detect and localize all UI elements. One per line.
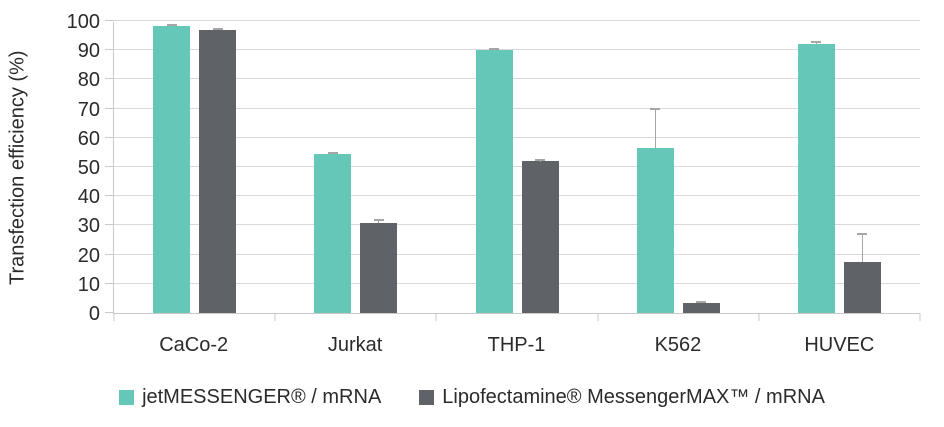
- x-tick-mark: [597, 313, 599, 321]
- error-bar: [166, 23, 177, 26]
- y-tick-label: 80: [77, 69, 100, 92]
- gridline: [114, 195, 920, 197]
- x-tick-mark: [274, 313, 276, 321]
- legend: jetMESSENGER® / mRNA Lipofectamine® Mess…: [0, 386, 944, 409]
- y-tick-label: 60: [77, 127, 100, 150]
- legend-swatch-lipofectamine: [419, 390, 435, 405]
- y-tick-mark: [105, 166, 114, 167]
- error-bar: [212, 28, 223, 31]
- legend-label-jetmessenger: jetMESSENGER® / mRNA: [142, 386, 382, 408]
- bar: [636, 108, 674, 313]
- gridline: [114, 20, 920, 21]
- gridline: [114, 282, 920, 284]
- y-tick-label: 0: [88, 303, 100, 325]
- error-bar: [535, 158, 545, 162]
- y-tick-mark: [105, 78, 114, 80]
- error-bar: [489, 47, 499, 50]
- bar-group-k562: [598, 22, 759, 313]
- bar: [153, 23, 191, 313]
- y-tick-label: 40: [77, 186, 100, 209]
- error-bar: [373, 218, 384, 224]
- bar-group-caco-2: [114, 22, 275, 313]
- y-axis-tick-marks: [105, 20, 920, 313]
- bar: [797, 41, 835, 313]
- x-tick-mark: [435, 313, 437, 321]
- legend-label-lipofectamine: Lipofectamine® MessengerMAX™ / mRNA: [442, 386, 825, 408]
- y-tick-label: 10: [77, 273, 100, 296]
- x-category-label: HUVEC: [804, 334, 875, 356]
- error-bar: [811, 41, 822, 45]
- legend-item-jetmessenger: jetMESSENGER® / mRNA: [119, 386, 381, 409]
- gridline: [114, 107, 920, 109]
- bar-groups: [114, 22, 920, 313]
- error-bar: [650, 108, 661, 148]
- y-tick-mark: [105, 49, 114, 51]
- bar: [521, 158, 559, 313]
- error-bar: [696, 300, 707, 303]
- y-tick-mark: [105, 224, 114, 226]
- x-tick-mark: [919, 313, 921, 321]
- y-tick-label: 50: [77, 157, 100, 179]
- bar-group-jurkat: [275, 22, 436, 313]
- error-bar: [327, 152, 338, 155]
- bar: [682, 300, 720, 313]
- gridline: [114, 253, 920, 255]
- y-axis-tick-labels: 0 10 20 30 40 50 60 70 80 90 100: [0, 11, 100, 325]
- y-tick-label: 20: [77, 244, 100, 267]
- gridline: [114, 224, 920, 226]
- bar: [843, 232, 881, 313]
- y-tick-mark: [105, 136, 114, 138]
- gridlines: [114, 20, 920, 313]
- legend-item-lipofectamine: Lipofectamine® MessengerMAX™ / mRNA: [419, 386, 825, 409]
- bar: [314, 152, 352, 313]
- bar-group-huvec: [759, 22, 920, 313]
- y-tick-mark: [105, 282, 114, 284]
- y-tick-mark: [105, 253, 114, 255]
- gridline: [114, 78, 920, 80]
- bar: [475, 47, 513, 313]
- x-axis-labels: CaCo-2 Jurkat THP-1 K562 HUVEC: [113, 334, 920, 357]
- y-tick-mark: [105, 107, 114, 109]
- plot-area: [105, 20, 921, 321]
- error-bar: [857, 232, 868, 263]
- gridline: [114, 49, 920, 51]
- y-tick-mark: [105, 195, 114, 197]
- y-tick-label: 100: [66, 11, 100, 33]
- y-tick-mark: [105, 312, 114, 313]
- bar-group-thp-1: [436, 22, 597, 313]
- x-axis-tick-marks: [113, 22, 921, 321]
- y-tick-label: 90: [77, 40, 100, 63]
- x-category-label: THP-1: [487, 334, 546, 356]
- x-category-label: Jurkat: [327, 334, 383, 356]
- x-tick-mark: [113, 313, 115, 321]
- x-category-label: K562: [654, 334, 702, 356]
- y-tick-label: 30: [77, 215, 100, 238]
- bar: [199, 28, 237, 313]
- bar: [360, 218, 398, 313]
- y-tick-label: 70: [77, 98, 100, 121]
- gridline: [114, 136, 920, 138]
- legend-swatch-jetmessenger: [119, 390, 135, 405]
- x-category-label: CaCo-2: [159, 334, 229, 356]
- x-tick-mark: [758, 313, 760, 321]
- gridline: [114, 166, 920, 167]
- y-tick-mark: [105, 20, 114, 21]
